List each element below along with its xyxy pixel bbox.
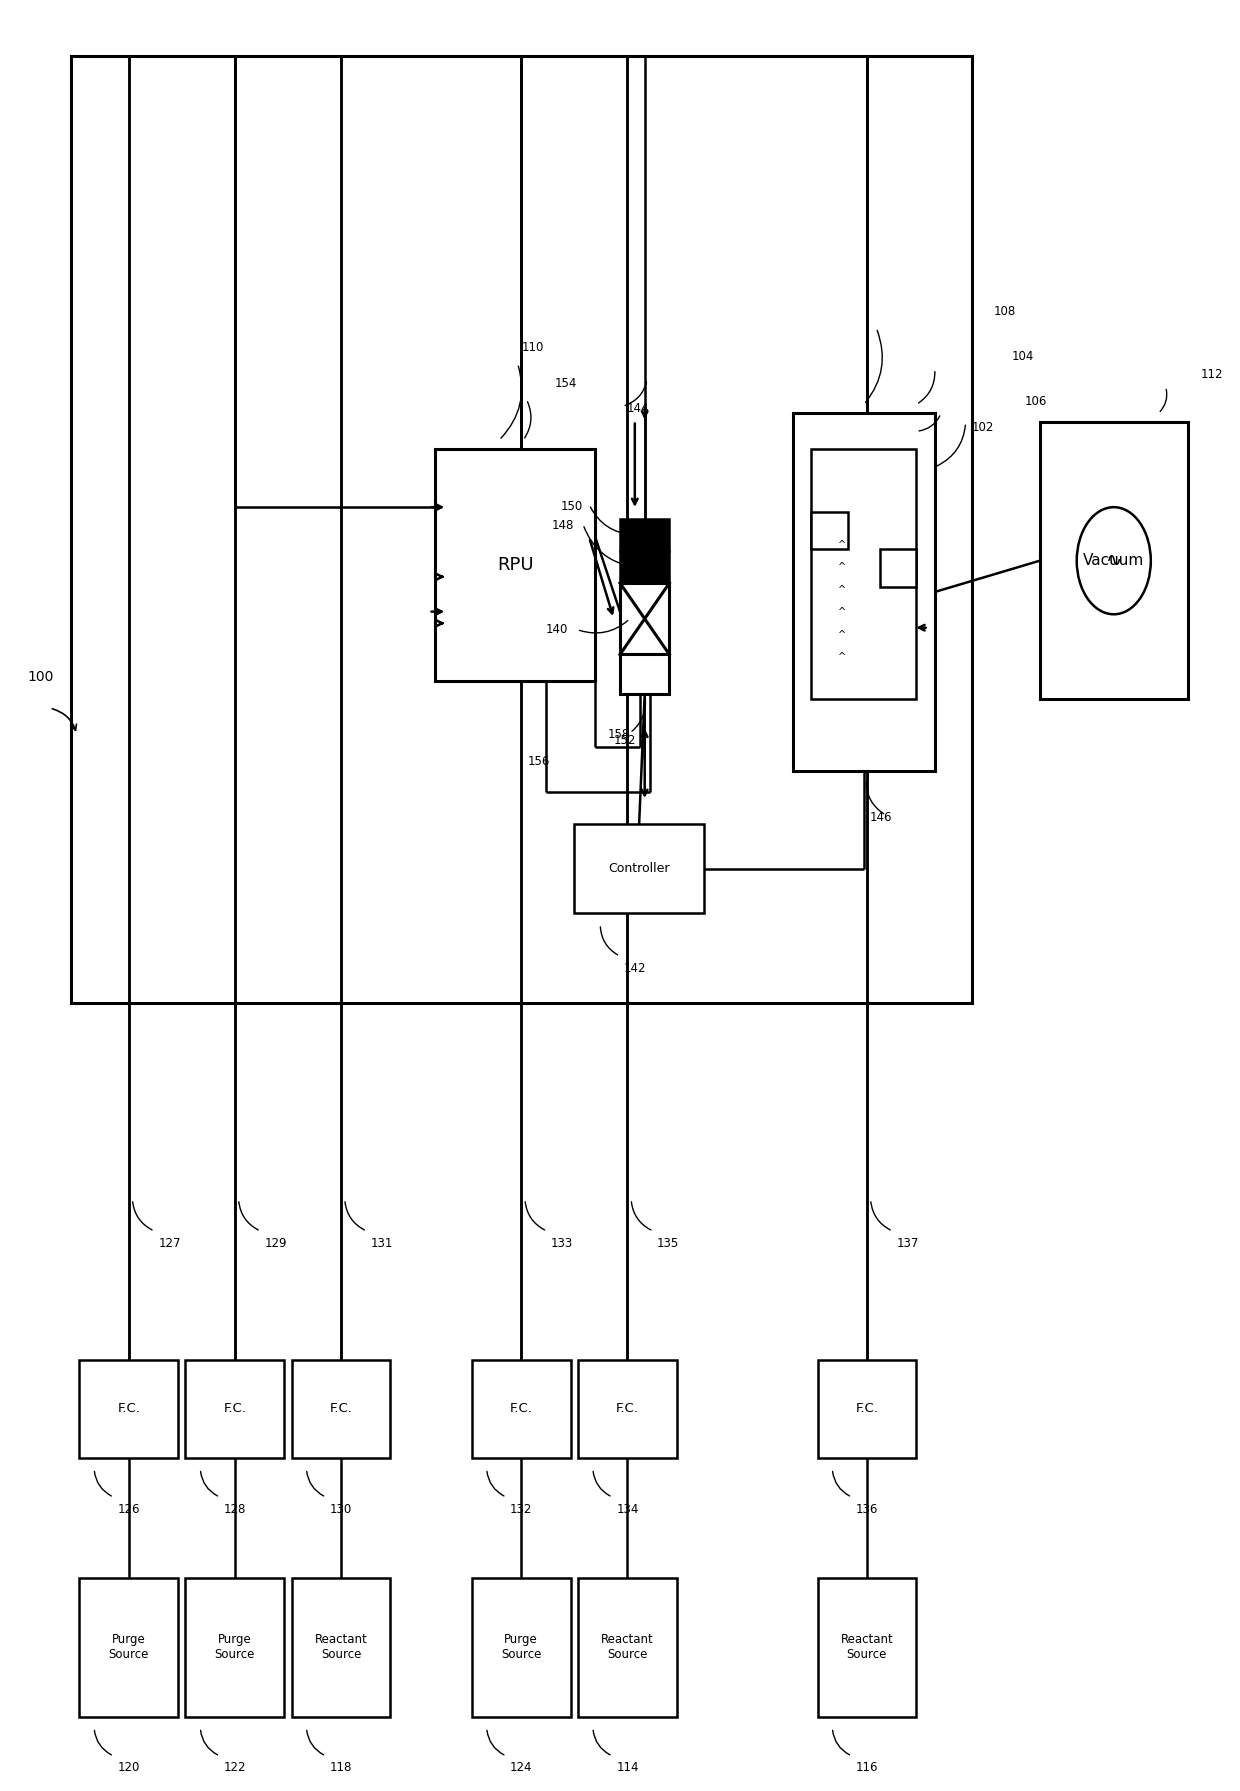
Text: ∿: ∿ [1106, 552, 1122, 570]
Bar [578, 1359, 677, 1458]
Text: 144: 144 [626, 401, 649, 416]
Text: 142: 142 [624, 962, 646, 974]
Bar [472, 1578, 570, 1718]
Bar [620, 552, 670, 584]
Bar [811, 512, 848, 550]
Text: 130: 130 [330, 1503, 352, 1515]
Text: 152: 152 [614, 734, 636, 747]
Text: 134: 134 [616, 1503, 639, 1515]
Bar [435, 450, 595, 681]
Text: ^: ^ [838, 652, 847, 661]
Bar [879, 550, 916, 587]
Bar [811, 450, 916, 698]
Text: 146: 146 [870, 811, 893, 824]
Text: 135: 135 [657, 1236, 680, 1250]
Bar [620, 519, 670, 552]
Text: Controller: Controller [609, 861, 670, 876]
Text: Reactant
Source: Reactant Source [841, 1633, 893, 1662]
Text: Reactant
Source: Reactant Source [315, 1633, 367, 1662]
Text: 156: 156 [527, 756, 549, 768]
Text: 136: 136 [856, 1503, 878, 1515]
Text: 148: 148 [552, 519, 574, 532]
Text: Purge
Source: Purge Source [109, 1633, 149, 1662]
Bar [792, 414, 935, 770]
Text: 122: 122 [223, 1761, 247, 1775]
Text: 118: 118 [330, 1761, 352, 1775]
Bar [71, 56, 972, 1003]
Bar [291, 1359, 391, 1458]
Text: 104: 104 [1012, 349, 1034, 364]
Text: F.C.: F.C. [616, 1402, 639, 1415]
Text: 108: 108 [994, 304, 1017, 319]
Text: 132: 132 [510, 1503, 532, 1515]
Text: 114: 114 [616, 1761, 639, 1775]
Text: 133: 133 [551, 1236, 573, 1250]
Text: F.C.: F.C. [510, 1402, 533, 1415]
Text: 137: 137 [897, 1236, 919, 1250]
Bar [817, 1359, 916, 1458]
Text: 150: 150 [560, 500, 583, 512]
Text: Purge
Source: Purge Source [215, 1633, 255, 1662]
Bar [79, 1578, 179, 1718]
Text: 129: 129 [264, 1236, 286, 1250]
Text: F.C.: F.C. [330, 1402, 352, 1415]
Text: 102: 102 [972, 421, 994, 433]
Text: Vacuum: Vacuum [1084, 553, 1145, 568]
Text: 116: 116 [856, 1761, 878, 1775]
Text: 106: 106 [1025, 394, 1048, 408]
Text: F.C.: F.C. [856, 1402, 878, 1415]
Text: Purge
Source: Purge Source [501, 1633, 542, 1662]
Text: 100: 100 [27, 670, 53, 684]
Text: ^: ^ [838, 541, 847, 550]
Text: 127: 127 [159, 1236, 181, 1250]
Text: ^: ^ [838, 562, 847, 571]
Bar [578, 1578, 677, 1718]
Text: 140: 140 [546, 623, 568, 636]
Bar [186, 1359, 284, 1458]
Text: 154: 154 [554, 376, 577, 390]
Text: 126: 126 [118, 1503, 140, 1515]
Bar [1039, 423, 1188, 698]
Text: 131: 131 [371, 1236, 393, 1250]
Bar [79, 1359, 179, 1458]
Bar [620, 584, 670, 654]
Bar [817, 1578, 916, 1718]
Text: 128: 128 [223, 1503, 246, 1515]
Text: 158: 158 [608, 729, 630, 741]
Text: Reactant
Source: Reactant Source [601, 1633, 653, 1662]
Text: ^: ^ [838, 630, 847, 639]
Text: 110: 110 [521, 340, 543, 355]
Bar [574, 824, 704, 913]
Text: 112: 112 [1200, 367, 1223, 381]
Bar [186, 1578, 284, 1718]
Bar [472, 1359, 570, 1458]
Text: ^: ^ [838, 607, 847, 616]
Bar [291, 1578, 391, 1718]
Text: F.C.: F.C. [223, 1402, 247, 1415]
Text: F.C.: F.C. [118, 1402, 140, 1415]
Text: RPU: RPU [497, 557, 533, 575]
Text: 120: 120 [118, 1761, 140, 1775]
Text: ^: ^ [838, 586, 847, 595]
Text: 124: 124 [510, 1761, 533, 1775]
Bar [620, 654, 670, 693]
